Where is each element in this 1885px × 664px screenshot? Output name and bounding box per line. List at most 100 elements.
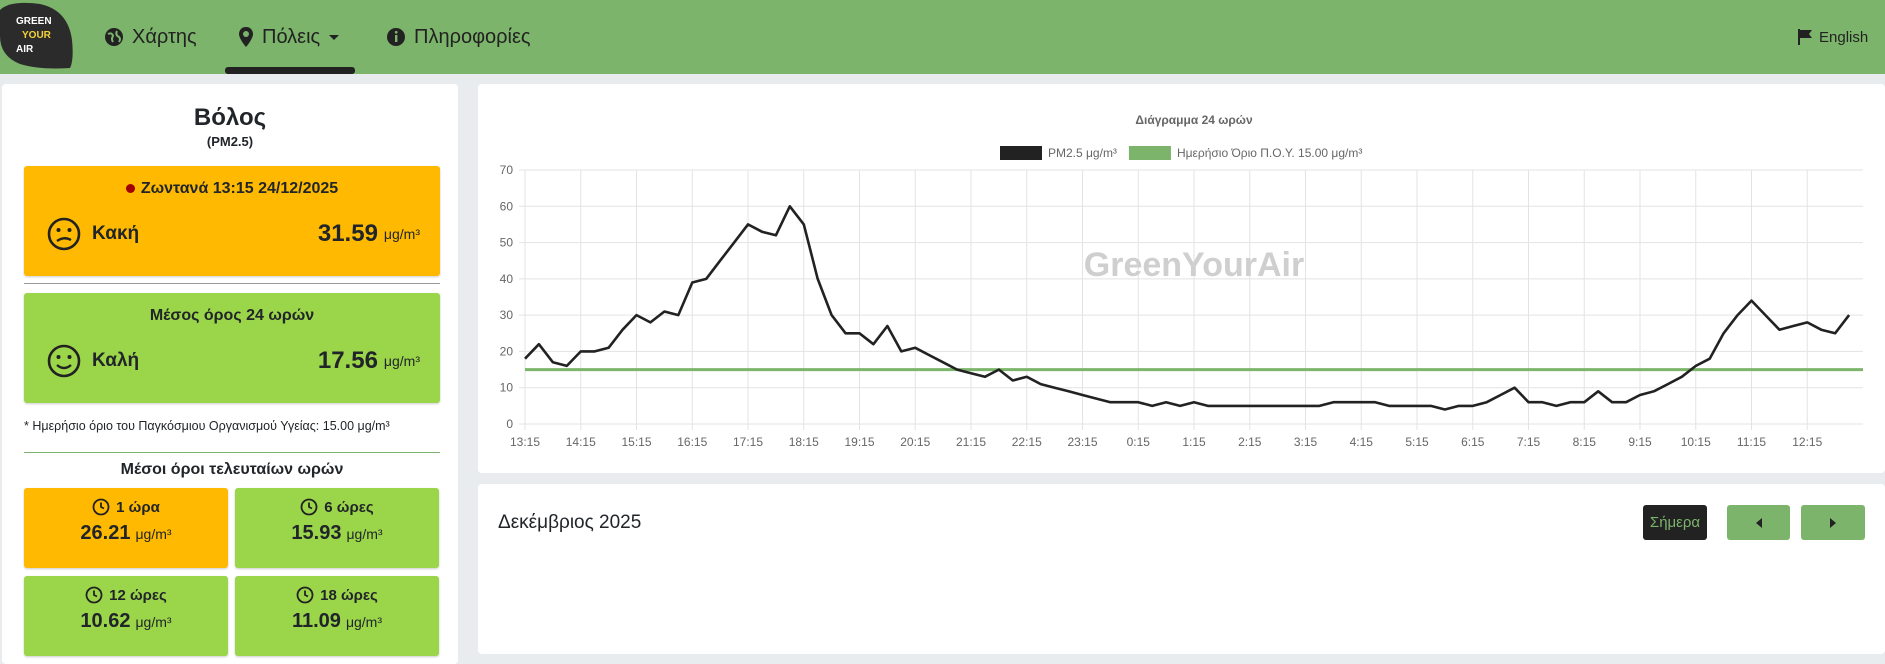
tile-value: 11.09	[291, 610, 341, 632]
clock-icon	[85, 586, 103, 604]
nav-label: Πόλεις	[262, 25, 321, 48]
y-tick-label: 60	[500, 199, 514, 213]
live-label: Ζωντανά 13:15 24/12/2025	[140, 180, 339, 197]
x-tick-label: 3:15	[1294, 435, 1318, 449]
x-tick-label: 12:15	[1792, 435, 1822, 449]
language-switch[interactable]: English	[1797, 22, 1868, 52]
nav-cities[interactable]: Πόλεις	[238, 22, 340, 52]
logo-text: AIR	[16, 44, 34, 55]
x-tick-label: 15:15	[621, 435, 651, 449]
x-tick-label: 4:15	[1350, 435, 1374, 449]
average-card: Μέσος όρος 24 ωρών Καλή 17.56 μg/m³	[24, 293, 440, 403]
x-tick-label: 22:15	[1012, 435, 1042, 449]
x-tick-label: 9:15	[1628, 435, 1652, 449]
status: Καλή	[92, 350, 140, 371]
tile-value-row: 10.62 μg/m³	[24, 610, 228, 633]
clock-icon	[92, 498, 110, 516]
divider	[24, 283, 440, 284]
who-note: * Ημερήσιο όριο του Παγκόσμιου Οργανισμο…	[24, 419, 390, 433]
tile-unit: μg/m³	[135, 614, 172, 630]
y-tick-label: 50	[500, 236, 514, 250]
x-tick-label: 0:15	[1127, 435, 1151, 449]
average-row: Καλή 17.56 μg/m³	[46, 343, 420, 379]
tile-label: 12 ώρες	[109, 586, 167, 604]
y-tick-label: 30	[500, 308, 514, 322]
x-tick-label: 2:15	[1238, 435, 1262, 449]
recent-tile: 18 ώρες 11.09 μg/m³	[235, 576, 439, 656]
next-button[interactable]	[1801, 505, 1865, 540]
y-tick-label: 10	[500, 381, 514, 395]
arrow-left	[1755, 517, 1762, 528]
x-tick-label: 7:15	[1517, 435, 1541, 449]
info-icon	[387, 28, 405, 46]
calendar-title: Δεκέμβριος 2025	[498, 512, 642, 533]
watermark: GreenYourAir	[1084, 246, 1304, 284]
x-tick-label: 8:15	[1573, 435, 1597, 449]
pin-icon	[239, 27, 253, 47]
x-tick-label: 20:15	[900, 435, 930, 449]
language-label: English	[1819, 28, 1869, 46]
status: Κακή	[92, 223, 140, 244]
y-tick-label: 0	[506, 417, 513, 431]
live-card: Ζωντανά 13:15 24/12/2025 Κακή 31.59 μg/m…	[24, 166, 440, 276]
legend-label: PM2.5 μg/m³	[1048, 146, 1117, 160]
divider	[24, 452, 440, 453]
nav-label: Πληροφορίες	[414, 25, 531, 48]
station-panel: Βόλος (PM2.5) Ζωντανά 13:15 24/12/2025 Κ…	[2, 84, 458, 664]
recent-tile: 1 ώρα 26.21 μg/m³	[24, 488, 228, 568]
clock-icon	[300, 498, 318, 516]
active-tab-indicator	[225, 67, 355, 74]
tile-header: 6 ώρες	[235, 498, 439, 516]
nav-map[interactable]: Χάρτης	[104, 22, 197, 52]
pollutant: (PM2.5)	[206, 134, 254, 149]
tile-label: 6 ώρες	[324, 498, 374, 516]
chart: Διάγραμμα 24 ωρών 0 10 20 30 40 50 60 70 13:15 14:…	[500, 113, 1863, 449]
city-name: Βόλος	[193, 104, 267, 131]
nav-info[interactable]: Πληροφορίες	[386, 22, 531, 52]
recent-title: Μέσοι όροι τελευταίων ωρών	[120, 461, 344, 478]
chart-title: Διάγραμμα 24 ωρών	[1135, 113, 1253, 127]
face-icon	[47, 217, 81, 251]
face-icon	[47, 344, 81, 378]
x-tick-label: 1:15	[1182, 435, 1206, 449]
tile-label: 1 ώρα	[116, 498, 160, 516]
series-line	[524, 205, 1851, 411]
tile-value: 10.62	[80, 610, 131, 632]
flag-icon	[1798, 29, 1812, 45]
logo-text: YOUR	[22, 30, 52, 41]
y-tick-label: 20	[500, 344, 514, 358]
arrow-right	[1830, 517, 1836, 528]
tile-header: 18 ώρες	[235, 586, 439, 604]
x-tick-label: 5:15	[1405, 435, 1429, 449]
unit: μg/m³	[383, 226, 420, 242]
recent-tile: 12 ώρες 10.62 μg/m³	[24, 576, 228, 656]
tile-value-row: 15.93 μg/m³	[235, 522, 439, 545]
tile-label: 18 ώρες	[320, 586, 378, 604]
x-tick-label: 21:15	[956, 435, 986, 449]
prev-button[interactable]	[1727, 505, 1790, 540]
navbar: GREEN YOUR AIR Χάρτης Πόλεις Πληροφορίες…	[0, 0, 1885, 74]
tile-unit: μg/m³	[345, 614, 383, 630]
today-button[interactable]: Σήμερα	[1643, 505, 1707, 540]
x-tick-label: 11:15	[1737, 435, 1766, 449]
x-tick-label: 16:15	[677, 435, 707, 449]
x-tick-label: 13:15	[510, 435, 540, 449]
tile-value: 15.93	[291, 522, 342, 544]
tile-value-row: 11.09 μg/m³	[235, 610, 439, 633]
clock-icon	[296, 586, 314, 604]
tile-header: 12 ώρες	[24, 586, 228, 604]
legend-swatch	[1000, 146, 1042, 160]
value: 31.59	[317, 220, 378, 247]
tile-unit: μg/m³	[346, 526, 383, 542]
live-row: Κακή 31.59 μg/m³	[46, 216, 420, 252]
average-label: Μέσος όρος 24 ωρών	[149, 307, 315, 324]
unit: μg/m³	[383, 353, 420, 369]
x-tick-label: 17:15	[733, 435, 763, 449]
x-tick-label: 19:15	[844, 435, 874, 449]
logo[interactable]: GREEN YOUR AIR	[0, 0, 74, 70]
live-dot	[125, 184, 135, 193]
x-tick-label: 10:15	[1681, 435, 1711, 449]
tile-value-row: 26.21 μg/m³	[24, 522, 228, 545]
globe-icon	[105, 28, 123, 46]
recent-tile: 6 ώρες 15.93 μg/m³	[235, 488, 439, 568]
